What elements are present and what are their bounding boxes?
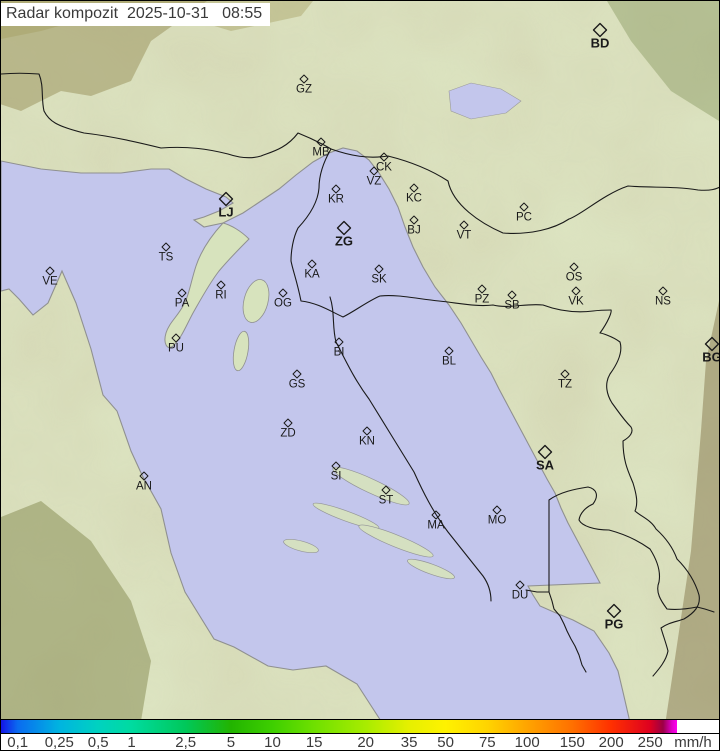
svg-text:MA: MA xyxy=(427,520,445,532)
svg-text:SI: SI xyxy=(331,471,342,483)
svg-text:TZ: TZ xyxy=(558,379,572,391)
svg-text:BJ: BJ xyxy=(407,225,420,237)
svg-text:VZ: VZ xyxy=(367,176,382,188)
svg-text:DU: DU xyxy=(512,590,529,602)
svg-text:TS: TS xyxy=(159,252,174,264)
svg-text:GZ: GZ xyxy=(296,84,312,96)
svg-text:AN: AN xyxy=(136,481,152,493)
svg-text:CK: CK xyxy=(376,162,392,174)
svg-text:PC: PC xyxy=(516,212,532,224)
svg-text:SA: SA xyxy=(536,458,555,473)
svg-text:RI: RI xyxy=(215,290,227,302)
svg-text:OS: OS xyxy=(566,272,583,284)
svg-text:SK: SK xyxy=(371,274,387,286)
svg-text:PG: PG xyxy=(605,617,624,632)
svg-text:BL: BL xyxy=(442,356,457,368)
svg-text:BD: BD xyxy=(591,36,610,51)
svg-text:PZ: PZ xyxy=(475,294,490,306)
svg-text:ZG: ZG xyxy=(335,234,353,249)
svg-text:KC: KC xyxy=(406,193,422,205)
svg-text:ST: ST xyxy=(379,495,394,507)
svg-text:BG: BG xyxy=(702,350,719,365)
svg-text:KA: KA xyxy=(304,269,320,281)
svg-text:MB: MB xyxy=(312,147,330,159)
svg-text:OG: OG xyxy=(274,298,292,310)
svg-text:SB: SB xyxy=(504,300,520,312)
svg-text:NS: NS xyxy=(655,296,671,308)
svg-text:GS: GS xyxy=(289,379,306,391)
svg-text:MO: MO xyxy=(488,515,507,527)
svg-text:VK: VK xyxy=(568,296,584,308)
svg-text:LJ: LJ xyxy=(218,205,233,220)
svg-text:ZD: ZD xyxy=(280,428,295,440)
svg-text:BI: BI xyxy=(334,347,345,359)
svg-text:VE: VE xyxy=(42,276,58,288)
svg-text:PA: PA xyxy=(175,298,190,310)
svg-text:KN: KN xyxy=(359,436,375,448)
svg-text:PU: PU xyxy=(168,343,184,355)
svg-text:KR: KR xyxy=(328,194,344,206)
svg-text:VT: VT xyxy=(457,230,472,242)
